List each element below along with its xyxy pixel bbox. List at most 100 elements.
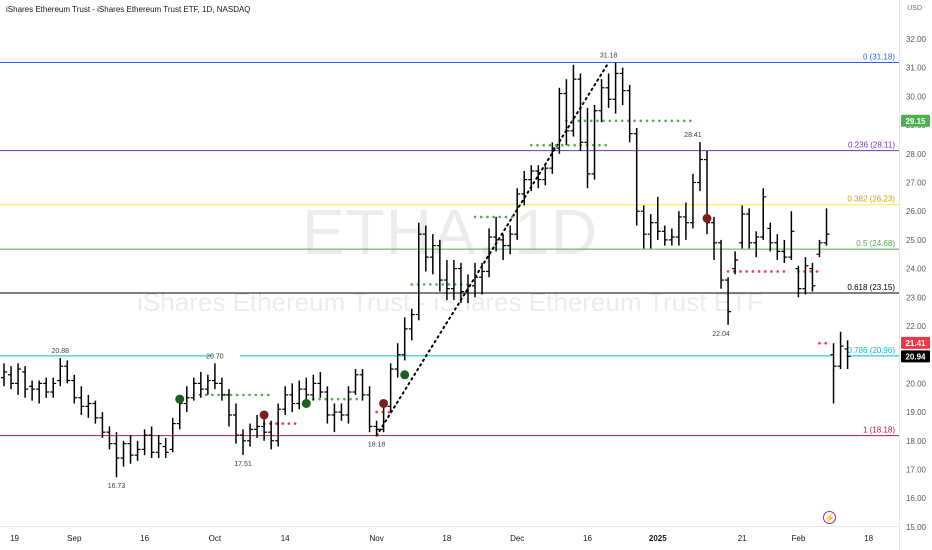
signal-dot	[602, 119, 605, 123]
signal-dot	[242, 393, 245, 397]
signal-dot	[336, 397, 340, 401]
signal-dot	[248, 393, 251, 397]
signal-dot	[658, 119, 661, 123]
signal-dot	[479, 215, 483, 219]
time-tick-label: Oct	[209, 534, 222, 543]
signal-dot	[281, 422, 285, 425]
time-tick-label: 14	[281, 534, 290, 543]
price-tick-label: 20.00	[906, 379, 927, 388]
price-tick-label: 15.00	[906, 523, 927, 532]
price-badge	[901, 114, 930, 127]
signal-dot	[815, 270, 819, 273]
fib-level-label: 0.382 (26.23)	[847, 195, 895, 204]
price-tick-label: 22.00	[906, 322, 927, 331]
signal-dot	[441, 283, 445, 286]
price-tick-label: 28.00	[906, 150, 927, 159]
price-axis-border	[899, 0, 900, 550]
signal-dot	[260, 393, 264, 397]
signal-dot	[422, 283, 426, 286]
signal-dot	[573, 143, 576, 147]
time-tick-label: 21	[738, 534, 747, 543]
signal-dot	[473, 215, 477, 219]
signal-dot	[318, 397, 321, 401]
currency-label[interactable]: USD	[907, 5, 922, 12]
signal-dot	[435, 283, 438, 286]
price-tick-label: 19.00	[906, 408, 927, 417]
price-tick-label: 16.00	[906, 494, 927, 503]
lightning-icon[interactable]: ⚡	[823, 511, 836, 524]
price-badge	[901, 336, 930, 349]
time-tick-label: 16	[583, 534, 592, 543]
price-tick-label: 25.00	[906, 236, 927, 245]
signal-dot	[757, 270, 761, 273]
price-tick-label: 24.00	[906, 265, 927, 274]
signal-dot	[608, 119, 612, 123]
price-badge-label: 29.15	[905, 117, 926, 126]
signal-dot	[639, 119, 643, 123]
price-annotation: 17.51	[234, 461, 252, 468]
price-tick-label: 27.00	[906, 179, 927, 188]
signal-dot	[651, 119, 655, 123]
time-tick-label: Nov	[369, 534, 383, 543]
signal-dot	[536, 143, 539, 147]
signal-dot	[763, 270, 767, 273]
signal-marker	[400, 370, 410, 380]
zigzag-trendline	[375, 61, 610, 437]
signal-dot	[583, 119, 587, 123]
time-tick-label: Feb	[791, 534, 805, 543]
signal-dot	[204, 393, 208, 397]
time-axis-border	[0, 526, 900, 527]
signal-dot	[633, 119, 636, 123]
price-tick-label: 31.00	[906, 64, 927, 73]
time-tick-label: 19	[10, 534, 19, 543]
signal-marker	[379, 398, 389, 408]
signal-dot	[645, 119, 649, 123]
signal-marker	[259, 410, 269, 420]
signal-dot	[375, 410, 378, 414]
price-tick-label: 17.00	[906, 466, 927, 475]
signal-dot	[554, 143, 558, 147]
signal-dot	[349, 397, 352, 401]
signal-dot	[770, 270, 773, 273]
price-badge-label: 20.94	[905, 352, 926, 361]
signal-dot	[235, 393, 239, 397]
fib-level-label: 0 (31.18)	[863, 53, 895, 62]
price-annotation: 20.88	[51, 348, 69, 355]
price-badge	[901, 350, 930, 363]
signal-dot	[387, 410, 391, 414]
price-tick-label: 18.00	[906, 437, 927, 446]
signal-dot	[745, 270, 748, 273]
signal-dot	[429, 283, 432, 286]
price-annotation: 16.73	[108, 483, 126, 490]
time-tick-label: 16	[140, 534, 149, 543]
signal-dot	[682, 119, 686, 123]
time-tick-label: 2025	[649, 534, 667, 543]
price-annotation: 31.18	[600, 53, 618, 60]
fib-level-label: 0.786 (20.96)	[847, 346, 895, 355]
signal-dot	[589, 119, 593, 123]
price-annotation: 22.04	[712, 331, 730, 338]
signal-marker	[175, 394, 185, 404]
signal-dot	[492, 215, 495, 219]
price-badge-label: 21.41	[905, 339, 926, 348]
signal-dot	[275, 422, 278, 425]
signal-dot	[782, 270, 786, 273]
signal-dot	[598, 143, 601, 147]
signal-dot	[604, 143, 607, 147]
signal-dot	[266, 393, 270, 397]
signal-dot	[614, 119, 618, 123]
signal-dot	[217, 393, 220, 397]
signal-dot	[620, 119, 624, 123]
signal-dot	[824, 341, 827, 345]
signal-dot	[498, 215, 502, 219]
signal-dot	[355, 397, 359, 401]
signal-dot	[689, 119, 692, 123]
price-tick-label: 30.00	[906, 92, 927, 101]
signal-dot	[324, 397, 328, 401]
signal-dot	[343, 397, 346, 401]
price-tick-label: 26.00	[906, 207, 927, 216]
signal-dot	[567, 143, 570, 147]
signal-dot	[739, 270, 742, 273]
